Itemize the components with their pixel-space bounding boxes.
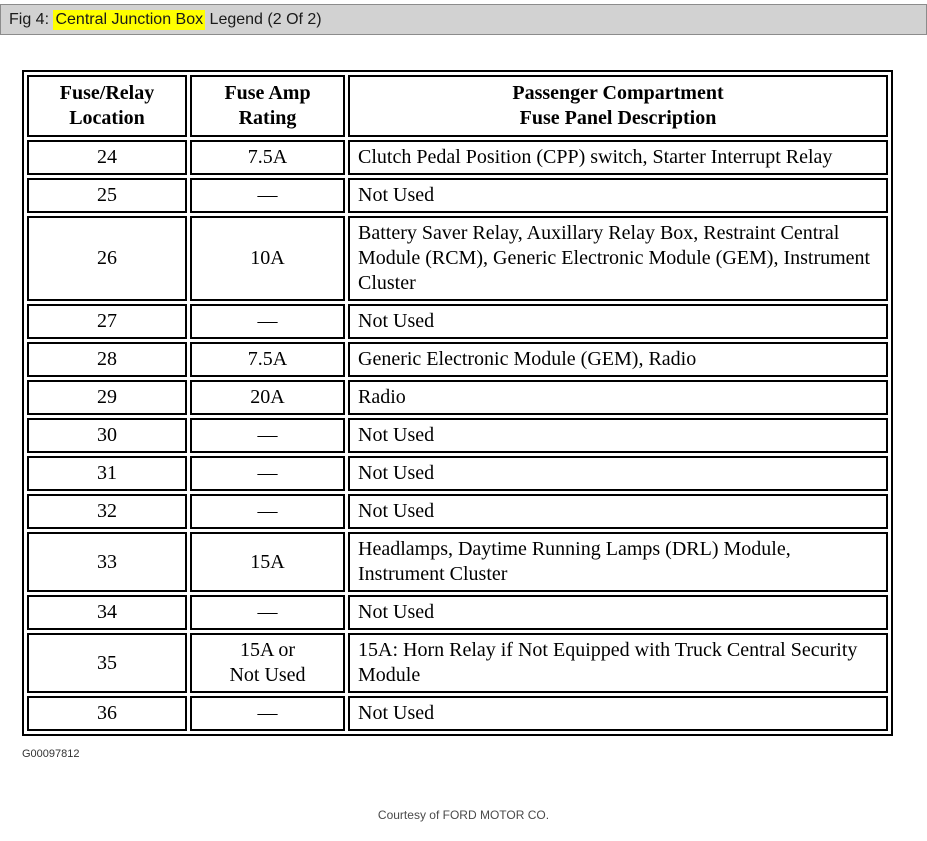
cell-description: Not Used: [348, 418, 888, 453]
column-header-fuse-relay-location: Fuse/Relay Location: [27, 75, 187, 137]
cell-fuse-location: 32: [27, 494, 187, 529]
table-row: 35 15A or Not Used 15A: Horn Relay if No…: [27, 633, 888, 693]
column-header-fuse-panel-description: Passenger Compartment Fuse Panel Descrip…: [348, 75, 888, 137]
cell-amp-rating: —: [190, 456, 345, 491]
cell-amp-rating: —: [190, 494, 345, 529]
cell-fuse-location: 30: [27, 418, 187, 453]
cell-amp-rating: 10A: [190, 216, 345, 301]
table-header-row: Fuse/Relay Location Fuse Amp Rating Pass…: [27, 75, 888, 137]
cell-fuse-location: 34: [27, 595, 187, 630]
cell-fuse-location: 28: [27, 342, 187, 377]
cell-fuse-location: 29: [27, 380, 187, 415]
cell-fuse-location: 27: [27, 304, 187, 339]
cell-amp-rating: —: [190, 696, 345, 731]
cell-description: Battery Saver Relay, Auxillary Relay Box…: [348, 216, 888, 301]
table-row: 31 — Not Used: [27, 456, 888, 491]
cell-amp-rating: —: [190, 595, 345, 630]
table-row: 28 7.5A Generic Electronic Module (GEM),…: [27, 342, 888, 377]
cell-amp-rating: —: [190, 178, 345, 213]
cell-fuse-location: 25: [27, 178, 187, 213]
figure-caption-prefix: Fig 4:: [9, 10, 54, 28]
table-row: 26 10A Battery Saver Relay, Auxillary Re…: [27, 216, 888, 301]
cell-amp-rating: 7.5A: [190, 342, 345, 377]
cell-description: Not Used: [348, 494, 888, 529]
cell-description: Generic Electronic Module (GEM), Radio: [348, 342, 888, 377]
figure-caption-highlight: Central Junction Box: [53, 9, 206, 30]
cell-description: Not Used: [348, 304, 888, 339]
cell-description: Not Used: [348, 456, 888, 491]
cell-fuse-location: 31: [27, 456, 187, 491]
table-row: 36 — Not Used: [27, 696, 888, 731]
fuse-legend-table: Fuse/Relay Location Fuse Amp Rating Pass…: [22, 70, 893, 736]
cell-amp-rating: 15A: [190, 532, 345, 592]
table-row: 30 — Not Used: [27, 418, 888, 453]
cell-amp-rating: —: [190, 418, 345, 453]
cell-description: Clutch Pedal Position (CPP) switch, Star…: [348, 140, 888, 175]
cell-description: Headlamps, Daytime Running Lamps (DRL) M…: [348, 532, 888, 592]
cell-amp-rating: —: [190, 304, 345, 339]
cell-fuse-location: 24: [27, 140, 187, 175]
cell-fuse-location: 26: [27, 216, 187, 301]
figure-caption-suffix: Legend (2 Of 2): [205, 10, 322, 28]
cell-amp-rating: 15A or Not Used: [190, 633, 345, 693]
figure-id: G00097812: [22, 748, 80, 760]
cell-description: Not Used: [348, 595, 888, 630]
cell-fuse-location: 36: [27, 696, 187, 731]
column-header-fuse-amp-rating: Fuse Amp Rating: [190, 75, 345, 137]
cell-fuse-location: 33: [27, 532, 187, 592]
table-row: 33 15A Headlamps, Daytime Running Lamps …: [27, 532, 888, 592]
table-row: 34 — Not Used: [27, 595, 888, 630]
courtesy-note: Courtesy of FORD MOTOR CO.: [377, 808, 550, 822]
cell-description: 15A: Horn Relay if Not Equipped with Tru…: [348, 633, 888, 693]
cell-amp-rating: 7.5A: [190, 140, 345, 175]
cell-description: Not Used: [348, 696, 888, 731]
table-row: 27 — Not Used: [27, 304, 888, 339]
cell-amp-rating: 20A: [190, 380, 345, 415]
table-row: 24 7.5A Clutch Pedal Position (CPP) swit…: [27, 140, 888, 175]
cell-description: Radio: [348, 380, 888, 415]
table-row: 25 — Not Used: [27, 178, 888, 213]
table-row: 29 20A Radio: [27, 380, 888, 415]
table-row: 32 — Not Used: [27, 494, 888, 529]
cell-fuse-location: 35: [27, 633, 187, 693]
figure-caption-bar: Fig 4: Central Junction Box Legend (2 Of…: [0, 4, 927, 35]
cell-description: Not Used: [348, 178, 888, 213]
